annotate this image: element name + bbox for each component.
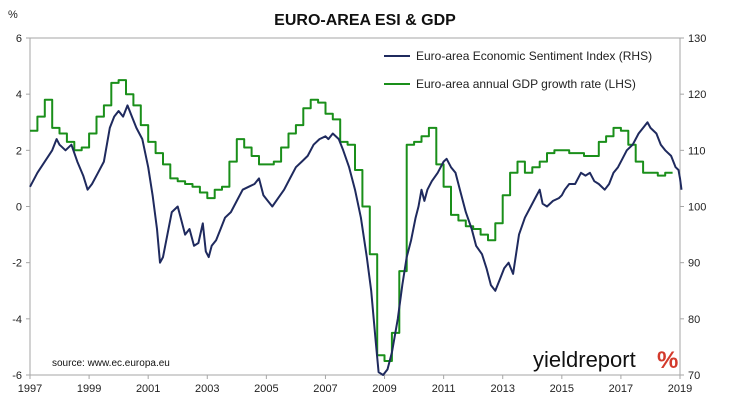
legend-item-gdp-label: Euro-area annual GDP growth rate (LHS) [416, 77, 636, 91]
brand-percent-icon: % [657, 347, 678, 374]
series-line-esi [29, 104, 683, 376]
x-tick-label: 1999 [77, 383, 101, 395]
x-tick-label: 2003 [195, 383, 219, 395]
left-tick-label: 6 [16, 33, 22, 45]
right-tick-label: 120 [688, 89, 706, 101]
left-axis-unit: % [8, 9, 18, 21]
x-tick-label: 2019 [668, 383, 692, 395]
right-tick-label: 90 [688, 258, 700, 270]
left-tick-label: -6 [12, 370, 22, 382]
right-tick-label: 110 [688, 145, 706, 157]
x-tick-label: 2001 [136, 383, 160, 395]
legend: Euro-area Economic Sentiment Index (RHS)… [384, 49, 652, 91]
series-line-gdp [30, 79, 673, 362]
brand-word: yieldreport [533, 347, 636, 372]
left-tick-label: -4 [12, 314, 22, 326]
x-tick-label: 1997 [18, 383, 42, 395]
left-tick-label: 2 [16, 145, 22, 157]
right-tick-label: 70 [688, 370, 700, 382]
x-tick-label: 2011 [432, 383, 456, 395]
right-tick-label: 100 [688, 202, 706, 214]
svg-text:yieldreport: yieldreport [533, 347, 636, 372]
right-tick-label: 130 [688, 33, 706, 45]
x-tick-label: 2015 [550, 383, 574, 395]
left-tick-label: 4 [16, 89, 22, 101]
x-tick-label: 2007 [313, 383, 337, 395]
source-note: source: www.ec.europa.eu [52, 358, 170, 369]
x-tick-label: 2005 [254, 383, 278, 395]
legend-item-esi-label: Euro-area Economic Sentiment Index (RHS) [416, 49, 652, 63]
left-tick-label: 0 [16, 202, 22, 214]
chart-title: EURO-AREA ESI & GDP [274, 12, 456, 29]
x-tick-label: 2017 [609, 383, 633, 395]
right-tick-label: 80 [688, 314, 700, 326]
x-tick-label: 2009 [372, 383, 396, 395]
brand-logo: yieldreport % [533, 347, 678, 374]
left-tick-label: -2 [12, 258, 22, 270]
x-tick-label: 2013 [490, 383, 514, 395]
